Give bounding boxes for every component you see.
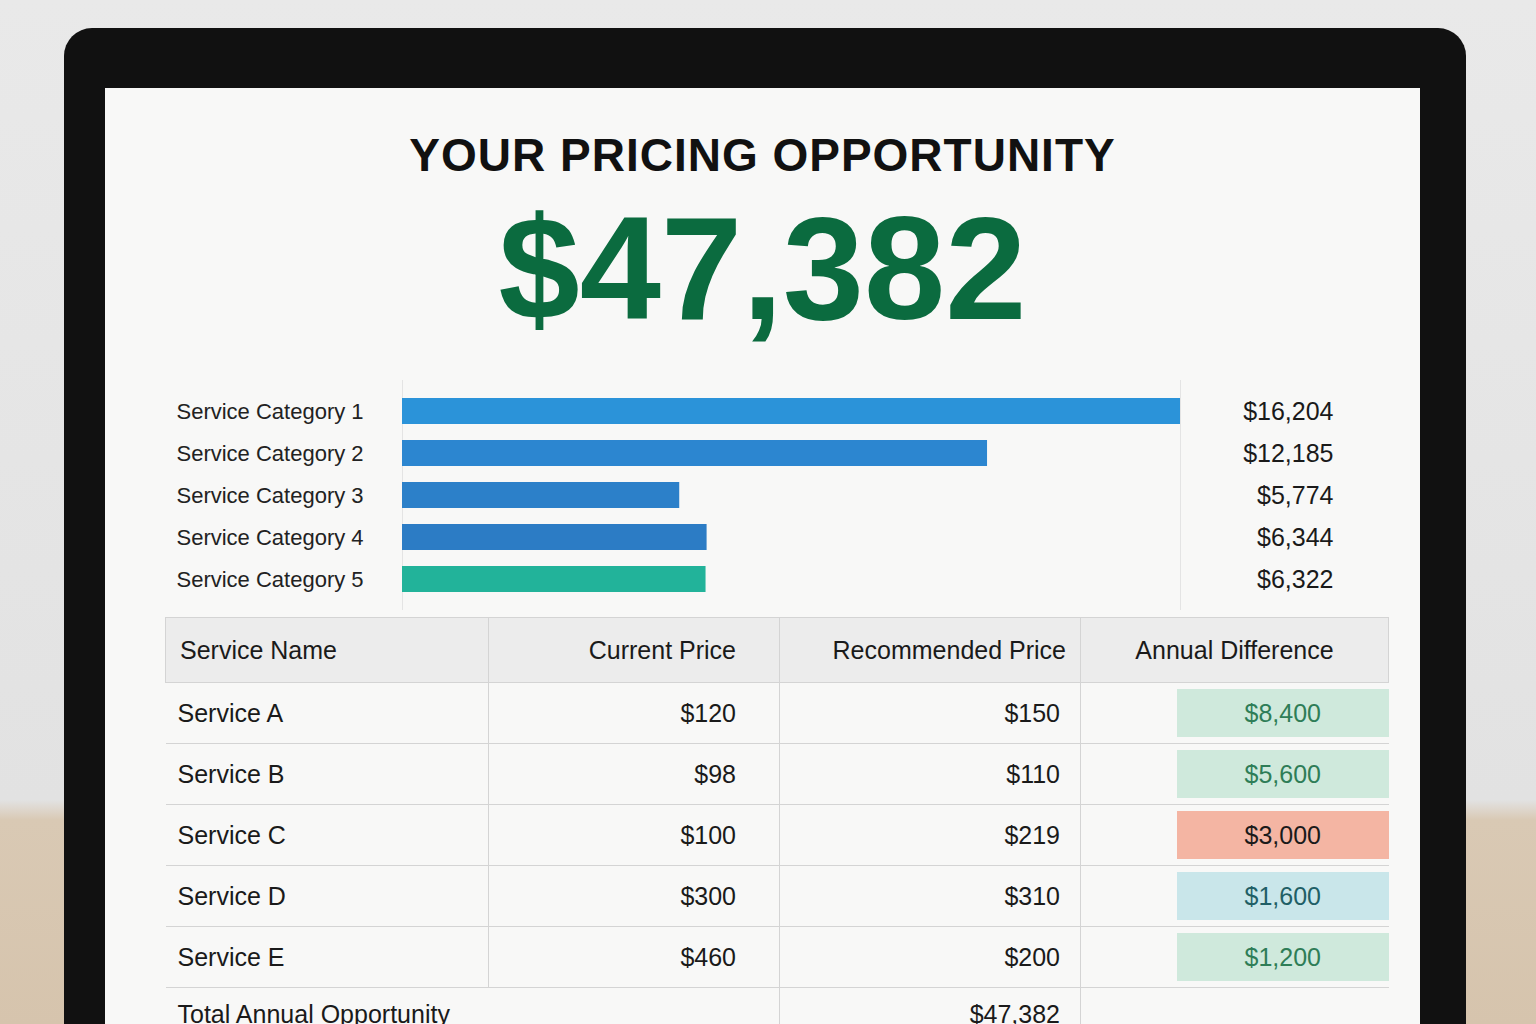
html-text:Service Name: Service Name: [180, 635, 337, 664]
svg-text:Service Category 3: Service Category 3: [177, 483, 364, 508]
svg-text:$12,185: $12,185: [1243, 439, 1333, 467]
html-text:$47,382: $47,382: [498, 187, 1027, 350]
html-text:$200: $200: [1004, 942, 1060, 971]
html-text:Current Price: Current Price: [588, 635, 736, 664]
html-text:Service E: Service E: [177, 942, 285, 971]
html-text:$110: $110: [1006, 759, 1060, 788]
html-text:Service B: Service B: [177, 759, 285, 788]
html-text:Service A: Service A: [177, 698, 284, 727]
html-text:Service C: Service C: [177, 820, 286, 849]
html-text:$3,000: $3,000: [1244, 821, 1321, 849]
svg-text:Service Category 1: Service Category 1: [177, 399, 364, 424]
html-text:$150: $150: [1004, 698, 1060, 727]
svg-text:$6,344: $6,344: [1257, 523, 1334, 551]
html-text:$5,600: $5,600: [1244, 760, 1321, 788]
html-text:$219: $219: [1004, 820, 1060, 849]
html-text:$98: $98: [694, 759, 736, 788]
svg-text:$5,774: $5,774: [1257, 481, 1334, 509]
html-text:$8,400: $8,400: [1244, 699, 1321, 727]
html-text:$100: $100: [680, 820, 736, 849]
svg-text:Service Category 4: Service Category 4: [177, 525, 364, 550]
html-text:$460: $460: [680, 942, 736, 971]
html-text:$310: $310: [1004, 881, 1060, 910]
html-text:Annual Difference: Annual Difference: [1135, 635, 1334, 664]
html-text:$1,200: $1,200: [1244, 943, 1321, 971]
svg-text:Service Category 2: Service Category 2: [177, 441, 364, 466]
html-text:Service D: Service D: [177, 881, 286, 910]
html-text:$120: $120: [680, 698, 736, 727]
svg-text:$16,204: $16,204: [1243, 397, 1333, 425]
html-text:YOUR PRICING OPPORTUNITY: YOUR PRICING OPPORTUNITY: [409, 129, 1116, 181]
html-text:$1,600: $1,600: [1244, 882, 1321, 910]
html-text:$300: $300: [680, 881, 736, 910]
svg-text:Service Category 5: Service Category 5: [177, 567, 364, 592]
html-text:Recommended Price: Recommended Price: [832, 635, 1066, 664]
svg-text:$6,322: $6,322: [1257, 565, 1333, 593]
